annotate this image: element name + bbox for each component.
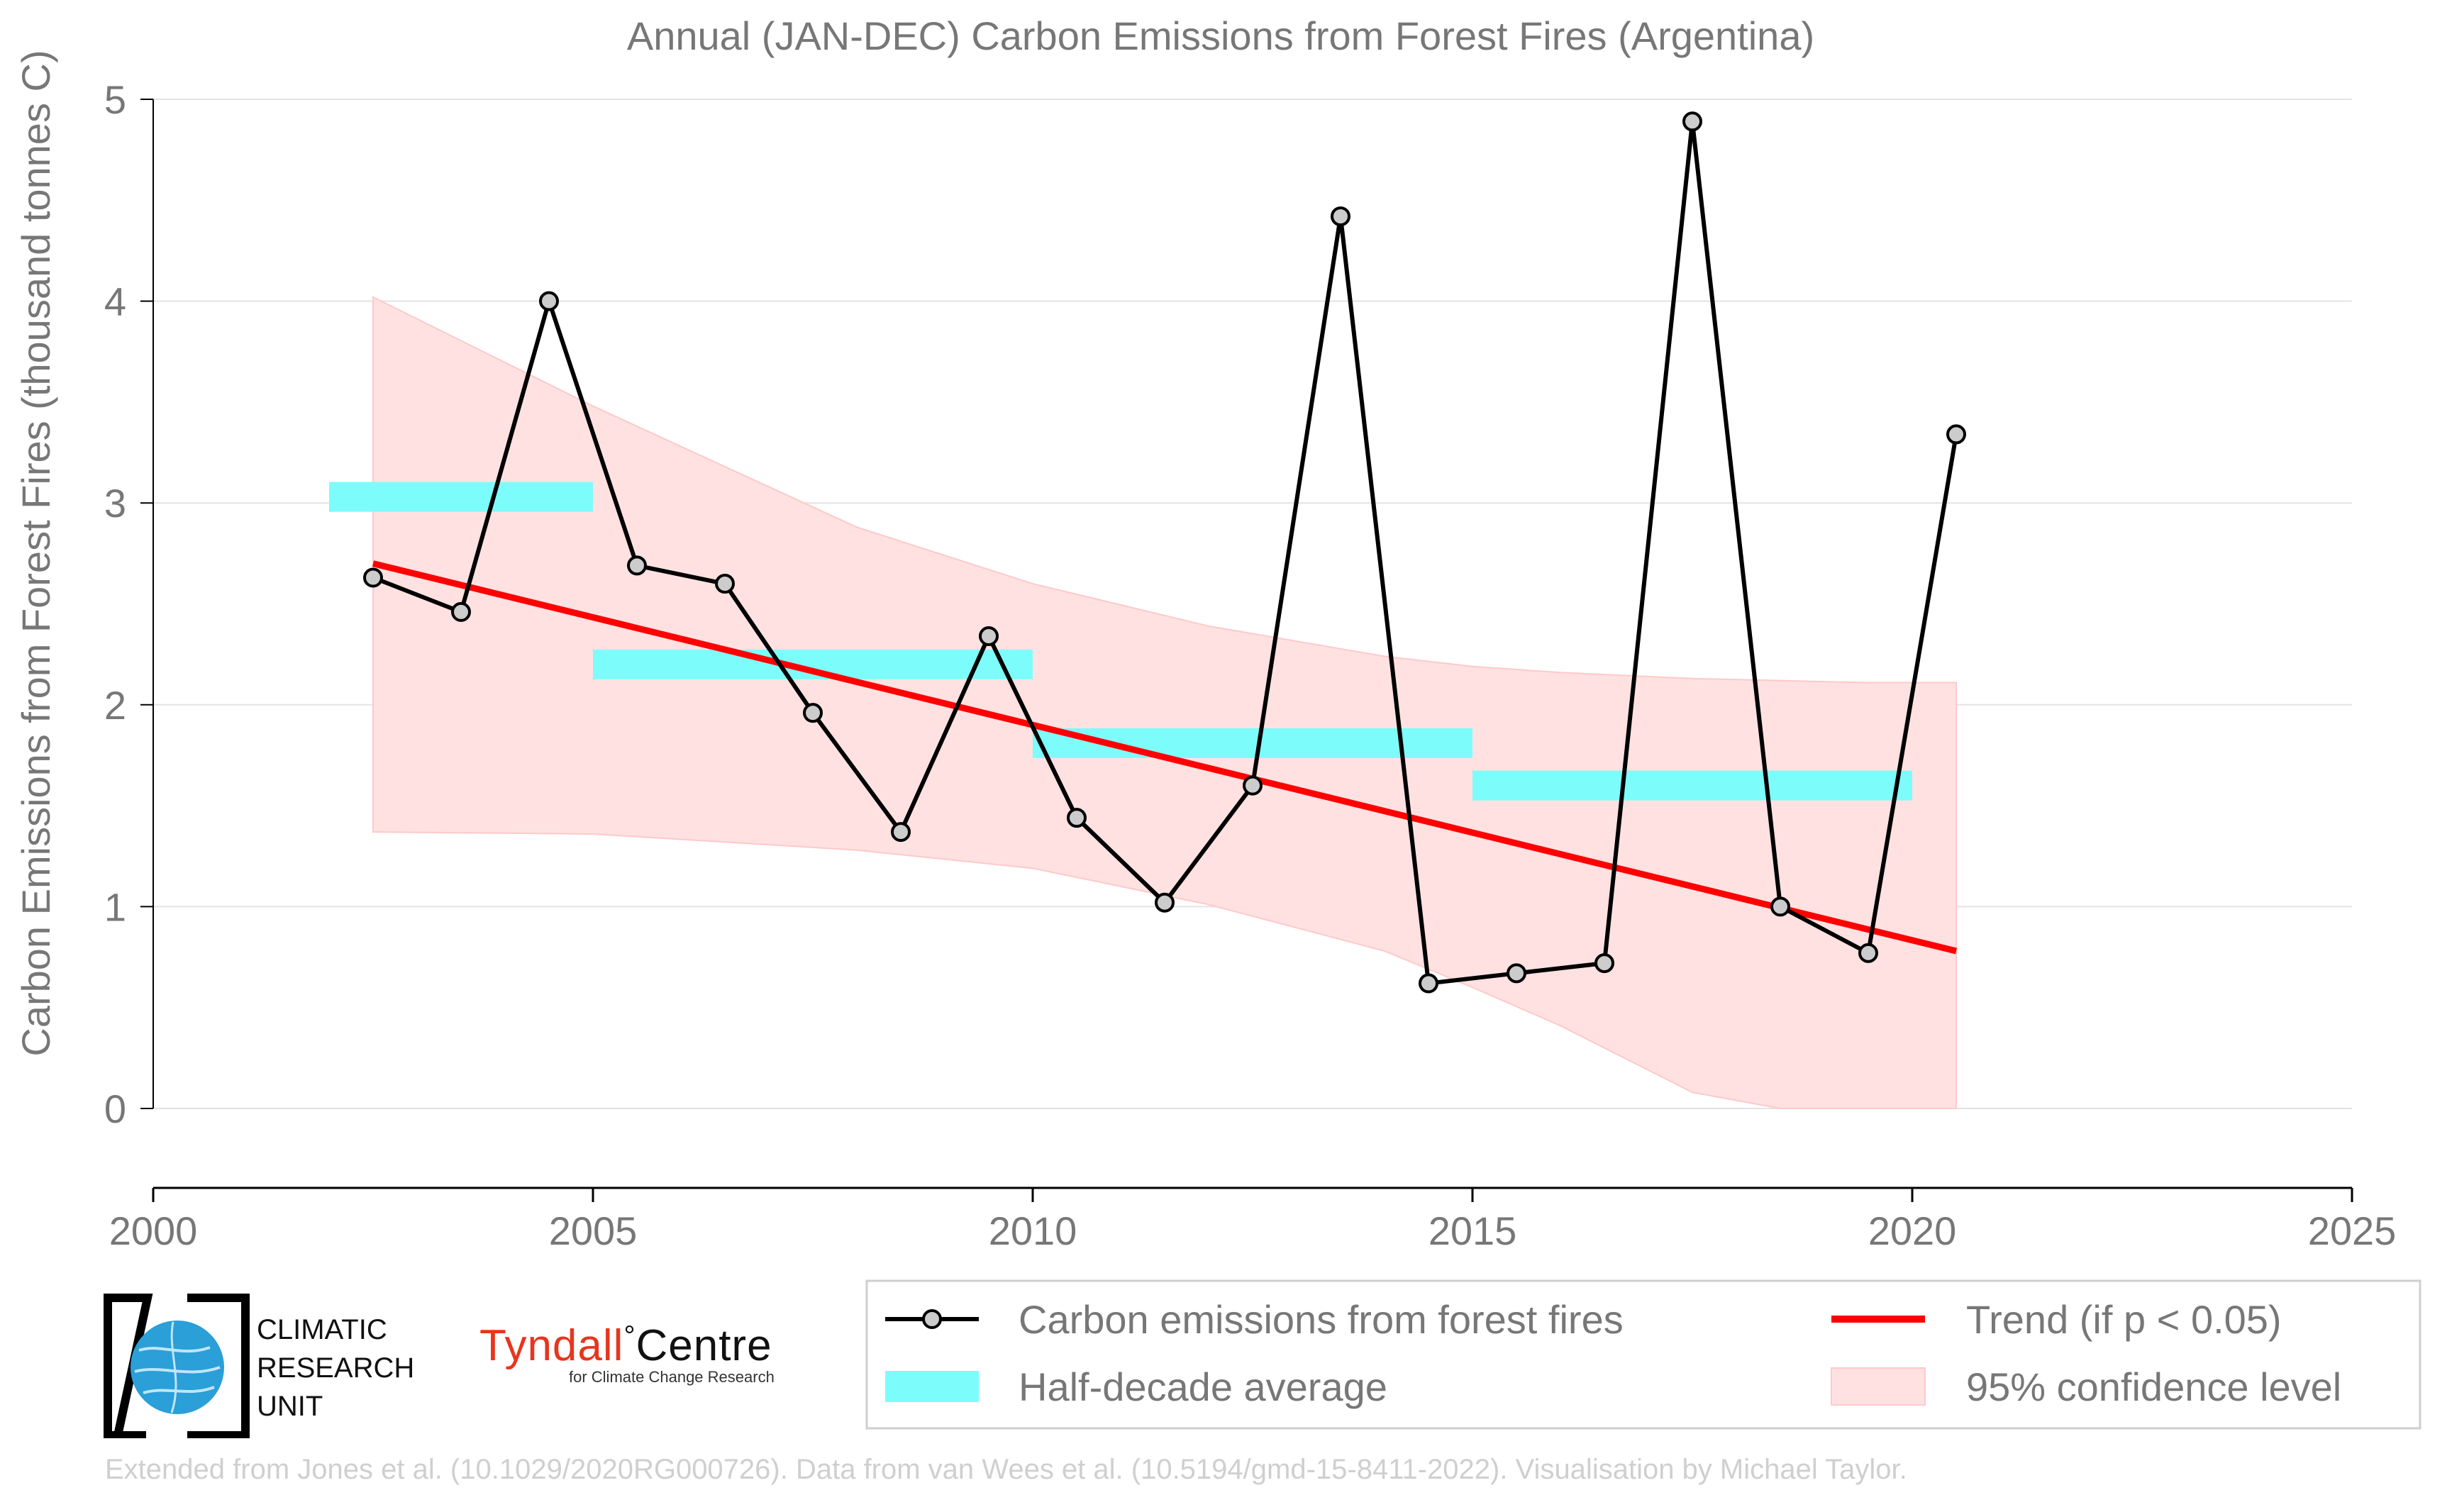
legend-label-emissions: Carbon emissions from forest fires: [1019, 1297, 1624, 1342]
data-point-2018.5: [1770, 896, 1790, 917]
data-point-2002.5: [363, 567, 383, 588]
trend-line-segment: [372, 560, 1958, 955]
tyndall-degree: °: [623, 1321, 636, 1352]
y-tick-label-4: 4: [104, 279, 126, 324]
y-tick-label-1: 1: [104, 884, 126, 929]
cru-line-2: RESEARCH: [257, 1352, 415, 1384]
cru-line-3: UNIT: [257, 1391, 323, 1422]
half-decade-bar-4: [1472, 770, 1912, 801]
confidence-band: [372, 296, 1957, 1109]
data-point-2017.5: [1682, 111, 1702, 132]
tyndall-logo: Tyndall°Centre for Climate Change Resear…: [479, 1321, 775, 1386]
data-point-2020.5: [1946, 424, 1966, 445]
data-point-2019.5: [1858, 943, 1878, 963]
data-point-2011.5: [1155, 892, 1175, 913]
legend-label-half-decade: Half-decade average: [1019, 1364, 1387, 1409]
cru-line-1: CLIMATIC: [257, 1314, 387, 1345]
data-point-2005.5: [627, 555, 647, 576]
data-point-2007.5: [803, 703, 823, 723]
y-axis-label: Carbon Emissions from Forest Fires (thou…: [13, 50, 58, 1056]
data-point-2015.5: [1507, 963, 1526, 984]
data-point-2004.5: [539, 291, 559, 311]
tyndall-subtitle: for Climate Change Research: [569, 1368, 775, 1386]
trend-line: [372, 560, 1958, 955]
legend-frame: [865, 1279, 2422, 1430]
legend-swatch-emissions-marker: [922, 1309, 942, 1329]
x-tick-label-2015: 2015: [1429, 1208, 1517, 1253]
y-tick-label-5: 5: [104, 77, 126, 122]
chart-title: Annual (JAN-DEC) Carbon Emissions from F…: [627, 13, 1814, 58]
data-point-2013.5: [1331, 206, 1350, 227]
y-tick-label-2: 2: [104, 683, 126, 728]
legend-label-confidence: 95% confidence level: [1966, 1364, 2341, 1409]
data-point-2016.5: [1594, 953, 1614, 974]
data-point-2012.5: [1243, 775, 1263, 796]
cru-logo-text: CLIMATIC RESEARCH UNIT: [257, 1311, 414, 1425]
data-point-2009.5: [979, 626, 999, 647]
cru-logo: [104, 1294, 250, 1438]
legend: Carbon emissions from forest fires Half-d…: [865, 1279, 2422, 1430]
x-tick-label-2000: 2000: [109, 1208, 198, 1253]
legend-swatch-confidence: [1831, 1367, 1926, 1406]
tyndall-name: Tyndall: [479, 1321, 624, 1370]
axes: 0 1 2 3 4 5 2000 2005 2010 2015 2020 2025: [104, 77, 2396, 1253]
x-tick-label-2025: 2025: [2308, 1208, 2397, 1253]
y-tick-label-3: 3: [104, 481, 126, 526]
emissions-series: [363, 111, 1966, 994]
data-point-2003.5: [451, 601, 471, 622]
legend-swatch-half-decade: [885, 1371, 979, 1402]
tyndall-centre: Centre: [636, 1321, 772, 1370]
confidence-band-area: [372, 296, 1957, 1109]
y-tick-label-0: 0: [104, 1086, 126, 1131]
data-point-2008.5: [891, 822, 911, 843]
data-point-2014.5: [1419, 973, 1438, 994]
x-tick-label-2020: 2020: [1868, 1208, 1957, 1253]
legend-label-trend: Trend (if p < 0.05): [1966, 1297, 2282, 1342]
x-tick-label-2005: 2005: [549, 1208, 638, 1253]
half-decade-bar-2: [593, 649, 1033, 679]
footer-credits: Extended from Jones et al. (10.1029/2020…: [105, 1454, 1907, 1485]
half-decade-bar-1: [329, 482, 593, 512]
data-point-2006.5: [715, 574, 735, 594]
x-tick-label-2010: 2010: [989, 1208, 1077, 1253]
data-point-2010.5: [1067, 808, 1087, 828]
